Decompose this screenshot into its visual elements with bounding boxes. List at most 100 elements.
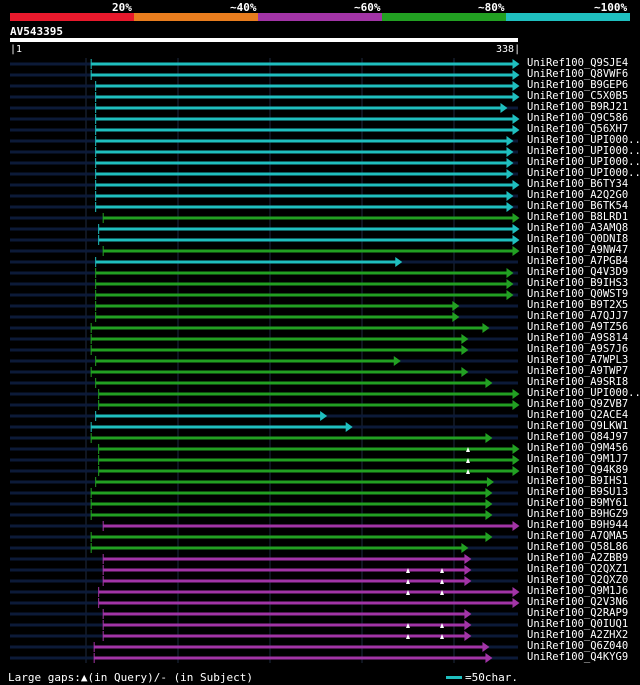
- hit-row[interactable]: [10, 301, 518, 311]
- hit-label[interactable]: UniRef100_B9IHS1: [527, 475, 629, 487]
- hit-label[interactable]: UniRef100_A2ZHX2: [527, 629, 629, 641]
- hit-label[interactable]: UniRef100_B9T2X5: [527, 299, 629, 311]
- hit-label[interactable]: UniRef100_B9HGZ9: [527, 508, 629, 520]
- hit-row[interactable]: [10, 59, 520, 69]
- hit-row[interactable]: [10, 444, 520, 454]
- hit-label[interactable]: UniRef100_Q56XH7: [527, 123, 629, 135]
- hit-label[interactable]: UniRef100_Q2ACE4: [527, 409, 629, 421]
- hit-row[interactable]: [10, 510, 518, 520]
- hit-label[interactable]: UniRef100_A9S7J6: [527, 343, 629, 355]
- hit-row[interactable]: [10, 367, 518, 377]
- hit-label[interactable]: UniRef100_Q8VWF6: [527, 68, 629, 80]
- hit-label[interactable]: UniRef100_B9RJ21: [527, 101, 629, 113]
- hit-row[interactable]: [10, 246, 520, 256]
- hit-row[interactable]: [10, 92, 520, 102]
- hit-label[interactable]: UniRef100_Q0WST9: [527, 288, 629, 300]
- hit-label[interactable]: UniRef100_Q2QXZ1: [527, 563, 629, 575]
- hit-row[interactable]: [10, 620, 518, 630]
- hit-row[interactable]: [10, 521, 520, 531]
- hit-label[interactable]: UniRef100_Q9SJE4: [527, 57, 629, 69]
- hit-row[interactable]: [10, 147, 518, 157]
- hit-label[interactable]: UniRef100_Q9M1J6: [527, 585, 629, 597]
- hit-label[interactable]: UniRef100_Q2RAP9: [527, 607, 629, 619]
- hit-label[interactable]: UniRef100_Q94K89: [527, 464, 629, 476]
- hit-row[interactable]: [10, 191, 518, 201]
- hit-label[interactable]: UniRef100_A2Q2G0: [527, 189, 629, 201]
- hit-row[interactable]: [10, 466, 520, 476]
- hit-row[interactable]: [10, 345, 518, 355]
- hit-label[interactable]: UniRef100_B9SU13: [527, 486, 629, 498]
- hit-row[interactable]: [10, 136, 518, 146]
- hit-row[interactable]: [10, 499, 518, 509]
- hit-label[interactable]: UniRef100_Q2V3N6: [527, 596, 629, 608]
- hit-label[interactable]: UniRef100_B6TK54: [527, 200, 629, 212]
- hit-label[interactable]: UniRef100_Q0IUQ1: [527, 618, 629, 630]
- hit-label[interactable]: UniRef100_A9TZ56: [527, 321, 629, 333]
- hit-label[interactable]: UniRef100_UPI000..: [527, 156, 640, 168]
- hit-label[interactable]: UniRef100_A9S814: [527, 332, 629, 344]
- hit-row[interactable]: [10, 455, 520, 465]
- hit-row[interactable]: [10, 323, 518, 333]
- hit-label[interactable]: UniRef100_Q0DNI8: [527, 233, 629, 245]
- hit-row[interactable]: [10, 81, 520, 91]
- hit-label[interactable]: UniRef100_Q58L86: [527, 541, 629, 553]
- hit-row[interactable]: [10, 378, 518, 388]
- hit-label[interactable]: UniRef100_Q9ZVB7: [527, 398, 629, 410]
- hit-label[interactable]: UniRef100_Q9LKW1: [527, 420, 629, 432]
- hit-row[interactable]: [10, 554, 518, 564]
- hit-row[interactable]: [10, 268, 518, 278]
- hit-row[interactable]: [10, 598, 520, 608]
- hit-label[interactable]: UniRef100_UPI000..: [527, 145, 640, 157]
- hit-label[interactable]: UniRef100_A2ZBB9: [527, 552, 629, 564]
- hit-row[interactable]: [10, 653, 518, 663]
- hit-label[interactable]: UniRef100_A9NW47: [527, 244, 629, 256]
- hit-row[interactable]: [10, 565, 518, 575]
- hit-label[interactable]: UniRef100_Q4V3D9: [527, 266, 629, 278]
- hit-label[interactable]: UniRef100_A9TWP7: [527, 365, 629, 377]
- hit-row[interactable]: [10, 180, 520, 190]
- hit-row[interactable]: [10, 422, 518, 432]
- hit-row[interactable]: [10, 631, 518, 641]
- hit-label[interactable]: UniRef100_B6TY34: [527, 178, 629, 190]
- hit-row[interactable]: [10, 532, 518, 542]
- hit-label[interactable]: UniRef100_Q9M456: [527, 442, 629, 454]
- hit-row[interactable]: [10, 202, 518, 212]
- hit-row[interactable]: [10, 125, 520, 135]
- hit-row[interactable]: [10, 576, 518, 586]
- hit-row[interactable]: [10, 213, 520, 223]
- hit-row[interactable]: [10, 433, 518, 443]
- hit-label[interactable]: UniRef100_C5X0B5: [527, 90, 629, 102]
- hit-row[interactable]: [10, 103, 518, 113]
- hit-row[interactable]: [10, 488, 518, 498]
- hit-row[interactable]: [10, 158, 518, 168]
- hit-row[interactable]: [10, 477, 518, 487]
- hit-row[interactable]: [10, 411, 518, 421]
- hit-row[interactable]: [10, 257, 518, 267]
- hit-label[interactable]: UniRef100_Q6Z040: [527, 640, 629, 652]
- hit-row[interactable]: [10, 587, 520, 597]
- hit-row[interactable]: [10, 334, 518, 344]
- hit-label[interactable]: UniRef100_UPI000..: [527, 167, 640, 179]
- hit-label[interactable]: UniRef100_UPI000..: [527, 387, 640, 399]
- hit-row[interactable]: [10, 356, 518, 366]
- hit-row[interactable]: [10, 235, 520, 245]
- hit-row[interactable]: [10, 114, 520, 124]
- hit-row[interactable]: [10, 290, 518, 300]
- hit-label[interactable]: UniRef100_B8LRD1: [527, 211, 629, 223]
- hit-label[interactable]: UniRef100_A7PGB4: [527, 255, 629, 267]
- hit-row[interactable]: [10, 70, 520, 80]
- hit-label[interactable]: UniRef100_A3AMQ8: [527, 222, 629, 234]
- hit-row[interactable]: [10, 389, 520, 399]
- hit-row[interactable]: [10, 169, 518, 179]
- hit-label[interactable]: UniRef100_A9SRI8: [527, 376, 629, 388]
- hit-label[interactable]: UniRef100_Q84J97: [527, 431, 629, 443]
- hit-label[interactable]: UniRef100_Q9M1J7: [527, 453, 629, 465]
- hit-row[interactable]: [10, 312, 518, 322]
- hit-label[interactable]: UniRef100_B9H944: [527, 519, 629, 531]
- hit-row[interactable]: [10, 642, 518, 652]
- hit-label[interactable]: UniRef100_Q2QXZ0: [527, 574, 629, 586]
- hit-label[interactable]: UniRef100_A7QMA5: [527, 530, 629, 542]
- hit-row[interactable]: [10, 279, 518, 289]
- hit-label[interactable]: UniRef100_B9MY61: [527, 497, 629, 509]
- hit-label[interactable]: UniRef100_Q4KYG9: [527, 651, 629, 663]
